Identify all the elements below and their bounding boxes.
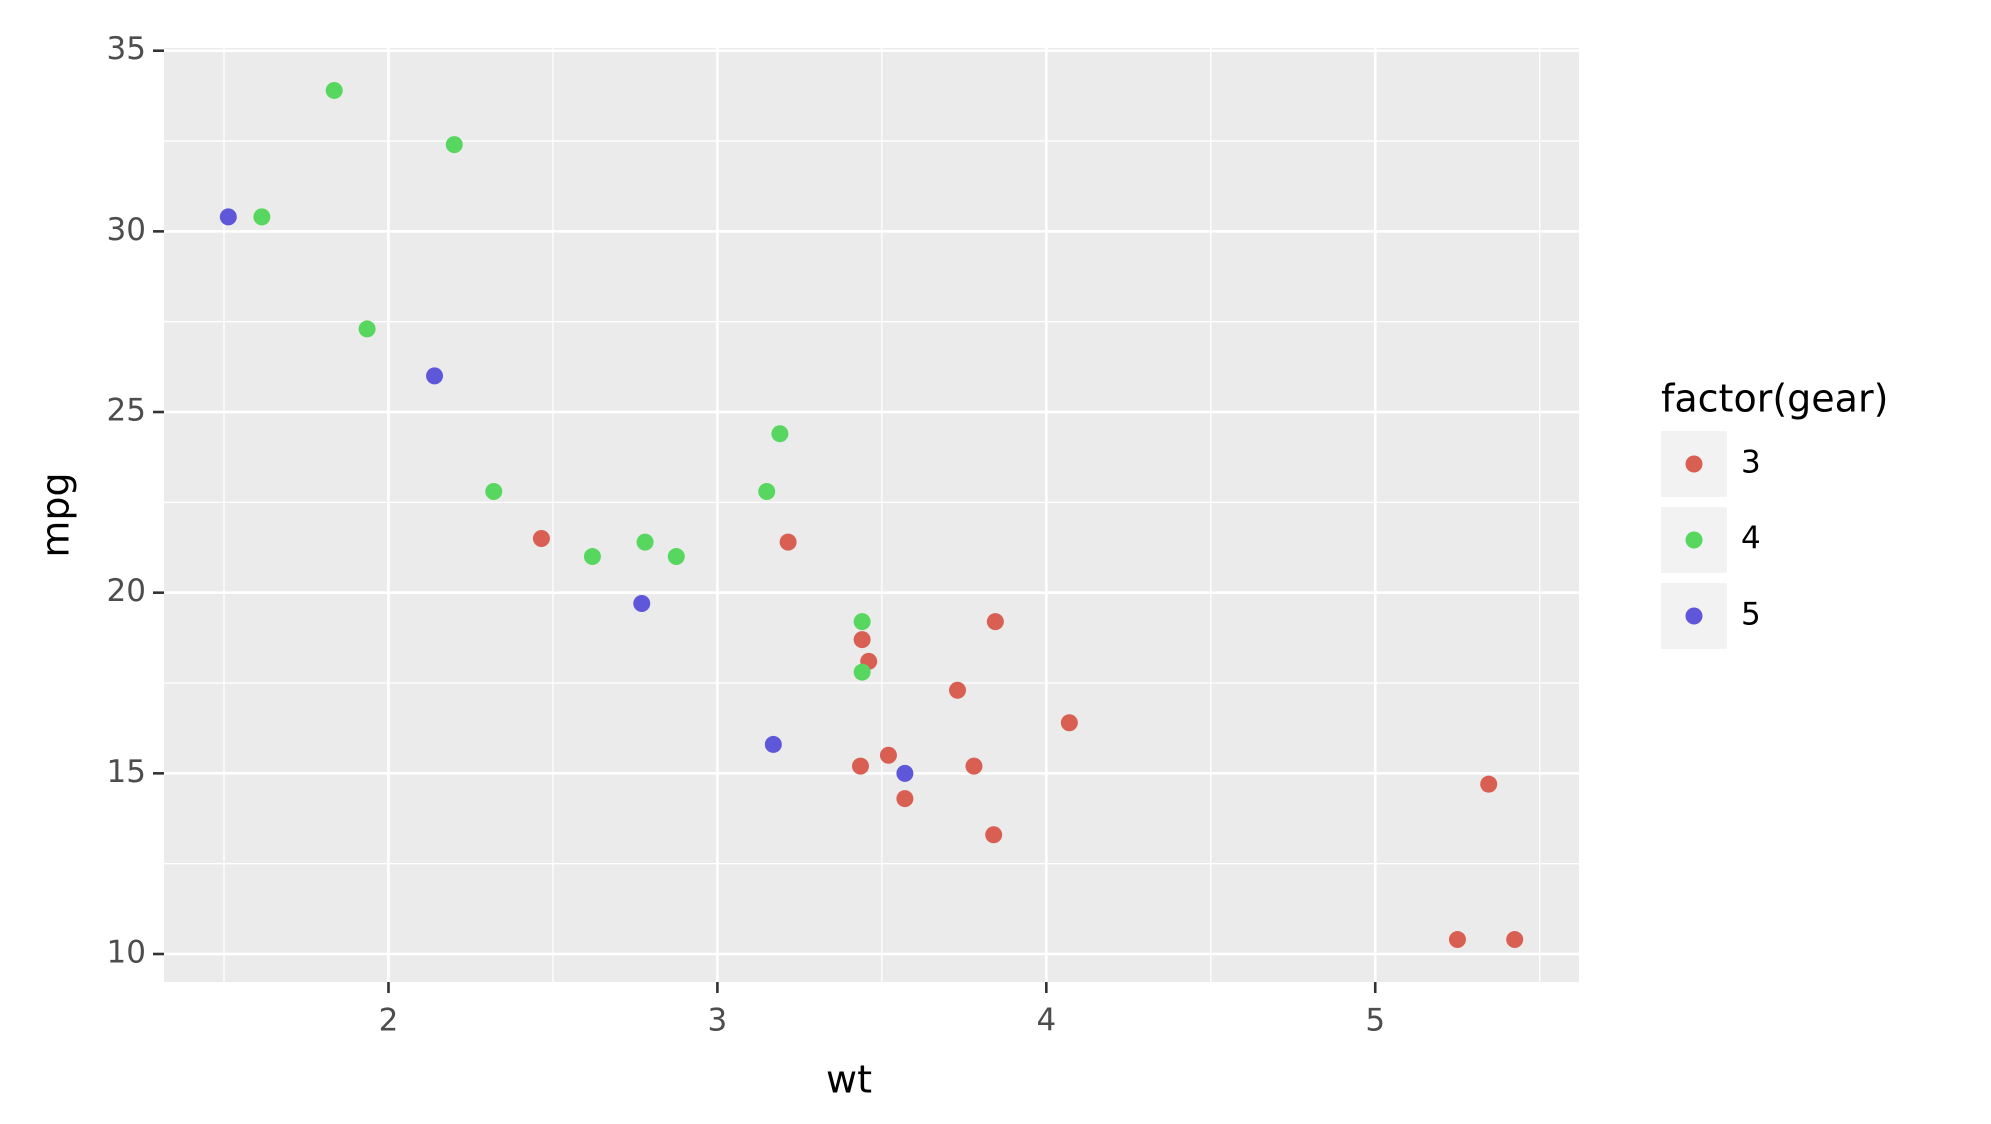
y-tick-label: 25 — [107, 393, 146, 429]
point — [219, 208, 237, 226]
y-axis-title: mpg — [34, 472, 78, 557]
legend-marker — [1685, 607, 1703, 625]
legend-marker — [1685, 455, 1703, 473]
x-tick-label: 5 — [1365, 1003, 1385, 1039]
point — [879, 746, 897, 764]
x-tick-label: 3 — [708, 1003, 728, 1039]
point — [1480, 775, 1498, 793]
point — [853, 613, 871, 631]
y-tick-label: 20 — [107, 573, 146, 609]
x-tick-label: 4 — [1036, 1003, 1056, 1039]
grid — [164, 48, 1579, 982]
x-axis-title: wt — [826, 1058, 872, 1102]
point — [758, 483, 776, 501]
point — [636, 533, 654, 551]
point — [583, 548, 601, 566]
point — [358, 320, 376, 338]
point — [485, 483, 503, 501]
point — [986, 613, 1004, 631]
point — [325, 81, 343, 99]
point — [445, 136, 463, 154]
point — [965, 757, 983, 775]
point — [1060, 714, 1078, 732]
point — [853, 631, 871, 649]
legend-title: factor(gear) — [1661, 377, 1888, 421]
point — [949, 681, 967, 699]
point — [779, 533, 797, 551]
legend-marker — [1685, 531, 1703, 549]
point — [1448, 931, 1466, 949]
point — [532, 529, 550, 547]
y-tick-label: 35 — [107, 31, 146, 67]
y-tick-label: 15 — [107, 754, 146, 790]
x-tick-label: 2 — [379, 1003, 399, 1039]
point — [851, 757, 869, 775]
panel — [164, 48, 1579, 982]
points — [219, 81, 1524, 949]
point — [426, 367, 444, 385]
point — [896, 790, 914, 808]
point — [985, 826, 1003, 844]
point — [771, 425, 789, 443]
axes: 2 3 4 5 10 15 20 25 30 35 — [107, 31, 1386, 1038]
point — [853, 663, 871, 681]
point — [764, 735, 782, 753]
legend-label: 4 — [1741, 521, 1761, 557]
point — [1506, 931, 1524, 949]
point — [896, 764, 914, 782]
legend-label: 3 — [1741, 445, 1761, 481]
legend: factor(gear) 3 4 5 — [1661, 377, 1888, 649]
y-tick-label: 30 — [107, 212, 146, 248]
point — [633, 595, 651, 613]
legend-label: 5 — [1741, 597, 1761, 633]
point — [667, 548, 685, 566]
y-tick-label: 10 — [107, 934, 146, 970]
point — [253, 208, 271, 226]
